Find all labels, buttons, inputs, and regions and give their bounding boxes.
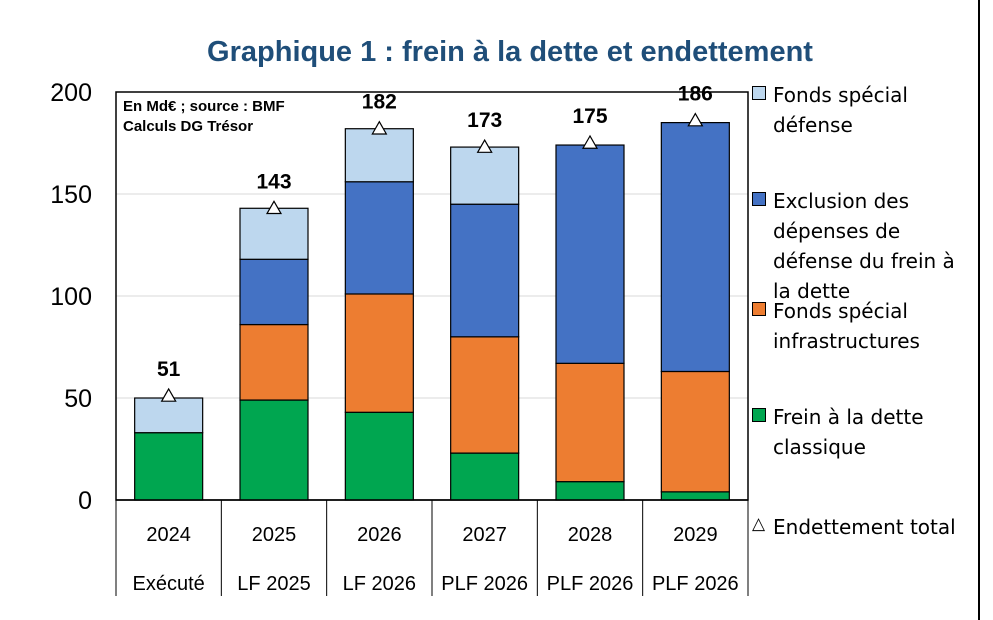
category-year-label: 2027 xyxy=(462,524,507,546)
total-marker xyxy=(371,120,388,135)
bar-segment xyxy=(344,411,414,501)
total-marker xyxy=(581,134,599,149)
bar-segment xyxy=(344,128,414,183)
bar-segment xyxy=(660,491,730,501)
source-note: En Md€ ; source : BMF xyxy=(123,98,285,115)
legend-swatch-fonds-infra xyxy=(752,302,766,316)
legend-label-fonds-defense: Fonds spécial défense xyxy=(773,83,908,137)
bar-segment xyxy=(134,397,204,434)
bar-segment xyxy=(239,399,309,501)
category-year-label: 2026 xyxy=(357,524,402,546)
bar-segment xyxy=(239,258,309,326)
source-note-2: Calculs DG Trésor xyxy=(123,118,253,135)
total-value-label: 182 xyxy=(362,91,397,114)
category-sublabel: LF 2026 xyxy=(343,573,416,595)
total-marker xyxy=(265,200,283,215)
bar-segment xyxy=(555,481,625,501)
legend-item-exclusion: Exclusion des dépenses de défense du fre… xyxy=(752,186,958,306)
y-tick-label: 100 xyxy=(50,283,92,311)
legend-item-fonds-defense: Fonds spécial défense xyxy=(752,80,958,140)
category-year-label: 2025 xyxy=(252,524,297,546)
bar-segment xyxy=(450,203,520,338)
category-sublabel: PLF 2026 xyxy=(652,573,739,595)
legend-swatch-fonds-defense xyxy=(752,86,766,100)
bar-segment xyxy=(239,207,309,260)
bar-segment xyxy=(450,146,520,205)
category-year-label: 2029 xyxy=(673,524,718,546)
bar-segment xyxy=(344,293,414,413)
legend-item-frein: Frein à la dette classique xyxy=(752,402,958,462)
legend-label-fonds-infra: Fonds spécial infrastructures xyxy=(773,299,920,353)
legend-item-total: △ Endettement total xyxy=(752,512,958,542)
total-value-label: 143 xyxy=(256,170,291,193)
bar-segment xyxy=(555,144,625,364)
triangle-marker-icon: △ xyxy=(752,514,766,533)
total-value-label: 175 xyxy=(572,105,607,128)
legend-swatch-frein xyxy=(752,408,766,422)
total-marker xyxy=(160,387,177,402)
y-tick-label: 200 xyxy=(50,79,92,107)
bar-segment xyxy=(239,323,309,401)
y-tick-label: 0 xyxy=(78,487,92,515)
total-value-label: 186 xyxy=(678,83,713,106)
bar-segment xyxy=(134,432,204,501)
y-tick-label: 150 xyxy=(50,181,92,209)
total-value-label: 173 xyxy=(467,109,502,132)
category-year-label: 2024 xyxy=(146,524,191,546)
bar-segment xyxy=(555,362,625,483)
chart-title: Graphique 1 : frein à la dette et endett… xyxy=(207,36,813,68)
bar-segment xyxy=(450,452,520,501)
total-value-label: 51 xyxy=(157,358,181,381)
legend-label-total: Endettement total xyxy=(773,515,956,539)
legend-label-exclusion: Exclusion des dépenses de défense du fre… xyxy=(773,189,955,303)
bar-segment xyxy=(344,181,414,295)
total-marker xyxy=(687,112,704,127)
category-sublabel: LF 2025 xyxy=(237,573,310,595)
bar-segment xyxy=(660,370,730,493)
bar-segment xyxy=(450,336,520,454)
category-year-label: 2028 xyxy=(568,524,613,546)
right-border xyxy=(978,0,980,620)
y-tick-label: 50 xyxy=(64,385,92,413)
legend-swatch-exclusion xyxy=(752,192,766,206)
legend-label-frein: Frein à la dette classique xyxy=(773,405,924,459)
category-sublabel: Exécuté xyxy=(133,573,205,595)
legend-item-fonds-infra: Fonds spécial infrastructures xyxy=(752,296,958,356)
category-sublabel: PLF 2026 xyxy=(441,573,528,595)
bar-segment xyxy=(660,121,730,373)
category-sublabel: PLF 2026 xyxy=(547,573,634,595)
total-marker xyxy=(476,138,493,153)
